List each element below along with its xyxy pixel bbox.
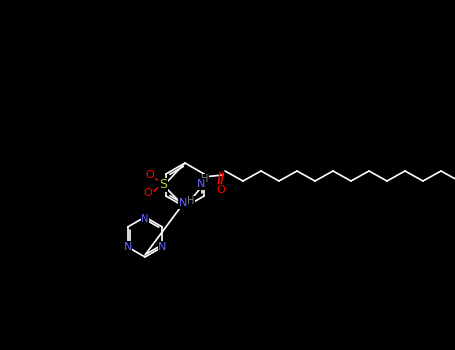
Text: O: O [146,170,154,180]
Text: N: N [158,242,167,252]
Text: H: H [201,174,209,184]
Text: S: S [159,178,167,191]
Text: N: N [197,179,205,189]
Text: N: N [123,242,132,252]
Text: O: O [217,185,225,195]
Text: O: O [144,188,152,198]
Text: N: N [179,198,187,208]
Text: H: H [187,196,195,206]
Text: N: N [142,214,149,224]
